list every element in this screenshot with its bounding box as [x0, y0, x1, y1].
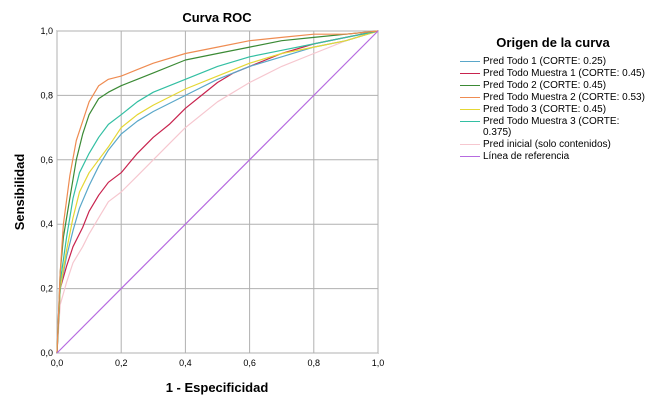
x-tick-label: 0,0 [51, 358, 64, 368]
legend-label: Pred Todo 1 (CORTE: 0.25) [483, 56, 607, 67]
y-tick-label: 0,2 [40, 284, 53, 294]
series-line-7 [56, 30, 379, 354]
y-tick-label: 0,4 [40, 219, 53, 229]
legend-swatch [460, 97, 480, 98]
y-tick-label: 0,8 [40, 90, 53, 100]
x-tick-label: 1,0 [372, 358, 385, 368]
legend-item: Pred inicial (solo contenidos) [458, 139, 648, 150]
series-line-1 [56, 30, 379, 354]
x-tick-label: 0,2 [115, 358, 128, 368]
legend-item: Pred Todo 2 (CORTE: 0.45) [458, 80, 648, 91]
series-line-6 [56, 30, 379, 354]
legend-swatch [460, 121, 480, 122]
y-tick-label: 1,0 [40, 26, 53, 36]
series-line-8 [56, 30, 379, 354]
y-tick-label: 0,6 [40, 155, 53, 165]
legend-swatch [460, 144, 480, 145]
x-axis-label: 1 - Especificidad [166, 380, 269, 395]
series-lines [56, 30, 379, 354]
legend-item: Línea de referencia [458, 151, 648, 162]
series-line-3 [56, 30, 379, 354]
legend-items: Pred Todo 1 (CORTE: 0.25) Pred Todo Muest… [458, 56, 648, 162]
y-tick-label: 0,0 [40, 348, 53, 358]
legend: Origen de la curva Pred Todo 1 (CORTE: 0… [458, 35, 648, 163]
x-tick-label: 0,8 [308, 358, 321, 368]
legend-item: Pred Todo 1 (CORTE: 0.25) [458, 56, 648, 67]
legend-title: Origen de la curva [496, 35, 610, 50]
axis-ticks: 0,00,0 0,2 0,2 0,4 0,4 0,6 0,6 0,8 0,8 1,0 1,0 [40, 26, 384, 368]
legend-label: Pred inicial (solo contenidos) [483, 139, 611, 150]
y-axis-label: Sensibilidad [12, 154, 27, 231]
legend-item: Pred Todo Muestra 1 (CORTE: 0.45) [458, 68, 648, 79]
grid-lines [56, 30, 379, 354]
legend-item: Pred Todo Muestra 3 (CORTE: 0.375) [458, 116, 648, 138]
legend-label: Pred Todo Muestra 2 (CORTE: 0.53) [483, 92, 645, 103]
legend-item: Pred Todo Muestra 2 (CORTE: 0.53) [458, 92, 648, 103]
legend-swatch [460, 109, 480, 110]
series-line-2 [56, 30, 379, 354]
legend-swatch [460, 73, 480, 74]
legend-label: Pred Todo Muestra 1 (CORTE: 0.45) [483, 68, 645, 79]
legend-label: Pred Todo Muestra 3 (CORTE: 0.375) [483, 116, 620, 138]
legend-label: Línea de referencia [483, 151, 570, 162]
legend-item: Pred Todo 3 (CORTE: 0.45) [458, 104, 648, 115]
legend-label: Pred Todo 2 (CORTE: 0.45) [483, 80, 607, 91]
legend-swatch [460, 61, 480, 62]
series-line-4 [56, 30, 379, 354]
legend-label: Pred Todo 3 (CORTE: 0.45) [483, 104, 607, 115]
legend-swatch [460, 85, 480, 86]
series-line-5 [56, 30, 379, 354]
chart-title: Curva ROC [182, 10, 252, 25]
legend-swatch [460, 156, 480, 157]
x-tick-label: 0,4 [179, 358, 192, 368]
x-tick-label: 0,6 [243, 358, 256, 368]
